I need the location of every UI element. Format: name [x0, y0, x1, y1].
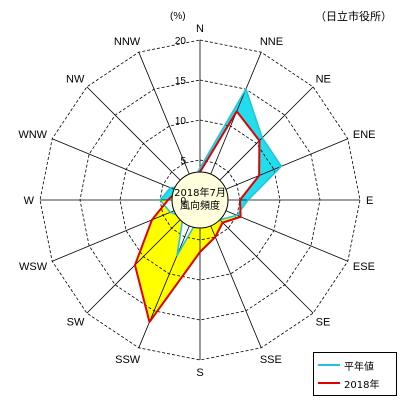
center-circle-layer: 2018年7月 風向頻度 [171, 171, 229, 229]
grid-ring-5 [159, 159, 241, 241]
direction-label-ese: ESE [353, 261, 375, 273]
direction-label-sw: SW [67, 317, 85, 329]
difference-sector-sw [134, 212, 184, 266]
direction-label-ssw: SSW [115, 354, 141, 366]
r-tick-label-0: 0 [180, 196, 186, 207]
legend-item-current: 2018年 [318, 375, 379, 391]
legend-swatch-current [318, 382, 340, 384]
direction-label-sse: SSE [260, 354, 282, 366]
unit-label: (%) [170, 11, 186, 22]
direction-labels: N NNE NE ENE E ESE SE SSE S SSW SW WSW W WNW NW NNW [18, 23, 375, 379]
direction-label-s: S [196, 367, 203, 379]
difference-sector-ene [240, 166, 282, 200]
station-label: （日立市役所） [315, 10, 392, 23]
r-tick-label-15: 15 [175, 76, 187, 87]
legend-label-normal: 平年値 [344, 361, 374, 373]
r-tick-label-5: 5 [180, 156, 186, 167]
legend-swatch-normal [318, 364, 340, 366]
difference-sector-s [149, 216, 200, 322]
difference-sector-ne [259, 137, 282, 176]
direction-label-se: SE [316, 317, 331, 329]
grid-ring-10 [119, 119, 281, 281]
direction-label-e: E [366, 195, 373, 207]
direction-label-wnw: WNW [18, 129, 47, 141]
r-tick-label-20: 20 [175, 36, 187, 47]
direction-label-nne: NNE [260, 36, 283, 48]
radial-tick-labels: 0 5 10 15 20 [175, 36, 187, 207]
legend: 平年値 2018年 [313, 352, 397, 396]
center-label-line1: 2018年7月 [174, 186, 226, 199]
difference-sector-ssw [134, 216, 184, 322]
center-label-line2: 風向頻度 [180, 199, 220, 212]
direction-label-n: N [196, 23, 204, 35]
legend-label-current: 2018年 [344, 379, 380, 391]
grid-ring-20 [39, 39, 361, 361]
difference-sector-nne [236, 89, 263, 141]
center-circle [171, 171, 229, 229]
r-tick-label-10: 10 [175, 116, 187, 127]
direction-label-w: W [24, 195, 35, 207]
direction-label-ne: NE [316, 73, 331, 85]
direction-label-ene: ENE [353, 129, 376, 141]
direction-label-nnw: NNW [114, 36, 141, 48]
direction-label-wsw: WSW [19, 261, 48, 273]
direction-label-nw: NW [66, 73, 85, 85]
legend-item-normal: 平年値 [318, 357, 374, 373]
